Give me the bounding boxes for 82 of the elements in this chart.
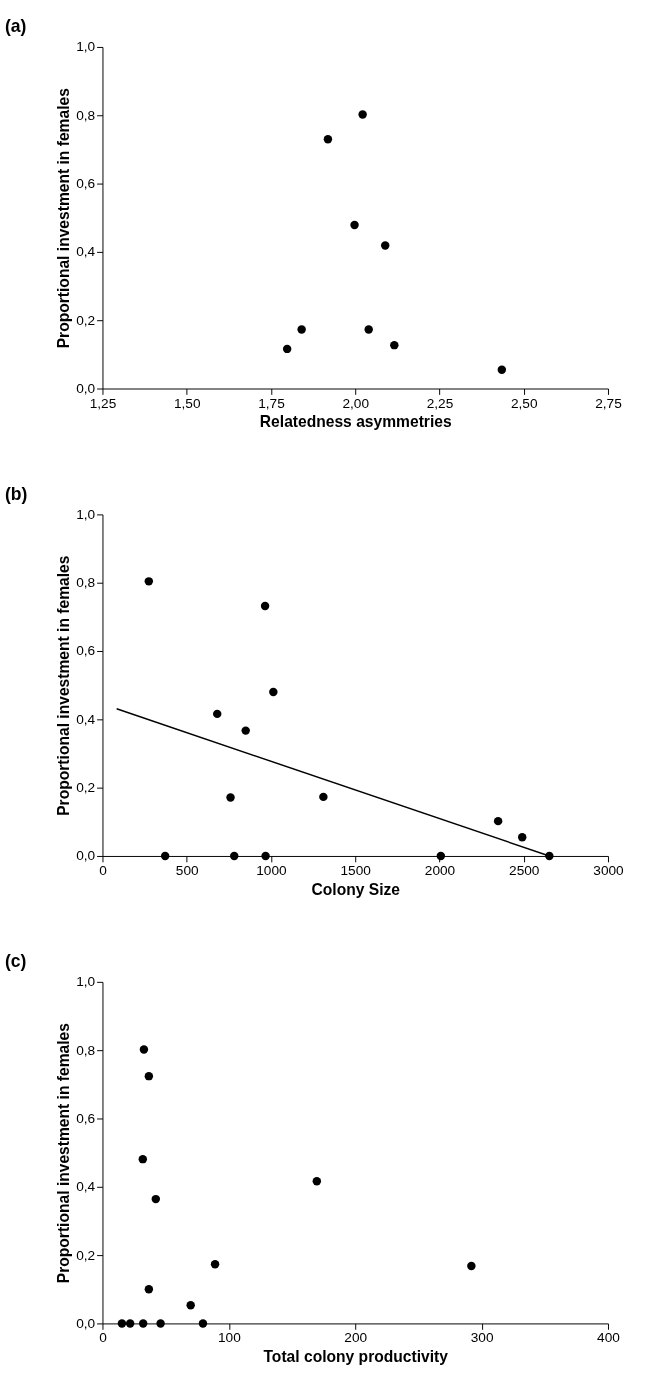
y-axis-title: Proportional investment in females (55, 1022, 73, 1284)
point (230, 851, 239, 861)
point (241, 726, 250, 735)
point (493, 816, 503, 826)
point (319, 792, 328, 802)
point (261, 851, 270, 861)
point (497, 365, 507, 374)
y-tick-label: 1,0 (76, 506, 96, 522)
chart-title: (c) (4, 951, 27, 972)
x-tick-label: 1000 (256, 863, 288, 879)
point (117, 1319, 127, 1328)
x-tick-label: 1,25 (89, 395, 117, 411)
point (467, 1261, 476, 1271)
y-tick-label: 0,4 (76, 1179, 96, 1195)
y-tick-label: 1,0 (76, 974, 96, 990)
x-tick-label: 2500 (509, 863, 540, 879)
x-tick-label: 0 (99, 863, 108, 879)
y-tick-label: 0,6 (76, 643, 96, 659)
y-tick-label: 0,8 (76, 575, 96, 591)
point (436, 851, 446, 861)
y-tick-label: 0,8 (76, 107, 96, 123)
x-tick-label: 1500 (340, 863, 372, 879)
x-tick-label: 2,75 (595, 395, 623, 411)
x-tick-label: 2,50 (510, 395, 538, 411)
point (198, 1319, 208, 1328)
x-tick-label: 300 (470, 1330, 494, 1346)
point (312, 1177, 322, 1186)
point (144, 1071, 154, 1081)
x-tick-label: 3000 (593, 863, 625, 879)
x-tick-label: 1,75 (258, 395, 286, 411)
point (156, 1319, 165, 1328)
y-tick-label: 1,0 (76, 39, 96, 55)
point (226, 793, 235, 802)
y-tick-label: 0,2 (76, 1247, 96, 1263)
y-tick-label: 0,8 (76, 1042, 96, 1058)
y-tick-label: 0,4 (76, 244, 96, 260)
y-tick-label: 0,0 (76, 1315, 96, 1331)
point (260, 601, 270, 611)
chart-title: (a) (4, 16, 27, 37)
y-tick-label: 0,6 (76, 175, 96, 191)
point (269, 687, 278, 697)
point (364, 325, 373, 334)
point (381, 241, 390, 250)
point (160, 851, 170, 861)
point (210, 1260, 220, 1269)
point (282, 344, 292, 354)
x-tick-label: 2000 (424, 863, 456, 879)
point (138, 1319, 148, 1328)
x-tick-label: 0 (99, 1330, 108, 1346)
point (139, 1045, 149, 1054)
x-axis-title: Colony Size (311, 880, 401, 898)
x-axis-title: Relatedness asymmetries (259, 413, 452, 431)
x-tick-label: 500 (175, 863, 199, 879)
point (358, 110, 367, 119)
y-tick-label: 0,2 (76, 312, 96, 328)
x-tick-label: 2,25 (426, 395, 454, 411)
point (138, 1154, 148, 1164)
point (517, 832, 527, 842)
point (151, 1194, 161, 1204)
x-tick-label: 200 (344, 1330, 368, 1346)
y-tick-label: 0,6 (76, 1110, 96, 1126)
point (144, 1285, 154, 1294)
point (390, 340, 399, 350)
y-tick-label: 0,4 (76, 711, 96, 727)
x-tick-label: 400 (597, 1330, 621, 1346)
x-tick-label: 2,00 (342, 395, 370, 411)
y-tick-label: 0,0 (76, 380, 96, 396)
x-tick-label: 100 (217, 1330, 242, 1346)
y-axis-title: Proportional investment in females (55, 555, 73, 816)
x-tick-label: 1,50 (173, 395, 201, 411)
point (323, 134, 333, 144)
point (186, 1301, 195, 1310)
point (213, 709, 222, 719)
point (144, 577, 154, 586)
y-axis-title: Proportional investment in females (55, 87, 73, 349)
y-tick-label: 0,2 (76, 780, 96, 796)
point (350, 220, 359, 230)
point (125, 1319, 135, 1328)
chart-title: (b) (4, 483, 28, 504)
point (297, 325, 306, 334)
y-tick-label: 0,0 (76, 848, 96, 864)
x-axis-title: Total colony productivity (263, 1347, 449, 1365)
